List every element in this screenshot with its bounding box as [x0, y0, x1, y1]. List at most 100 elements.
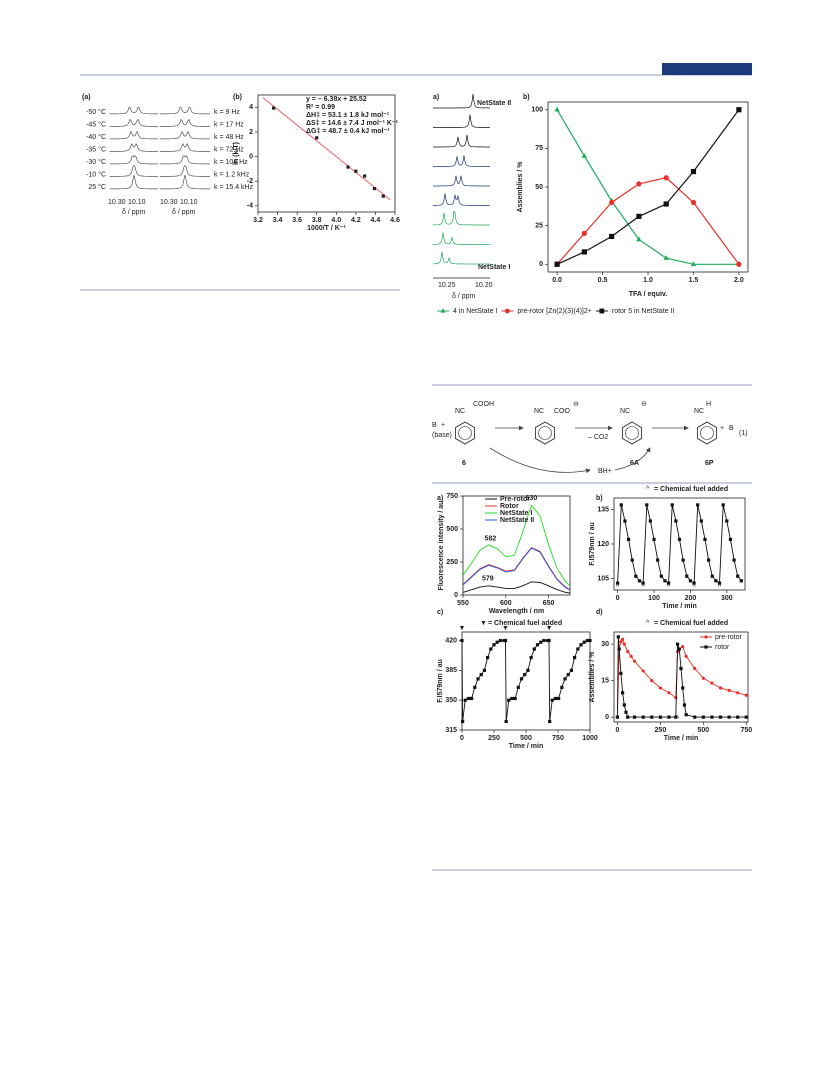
spectrum — [432, 232, 490, 245]
spectrum — [109, 107, 158, 115]
point — [479, 673, 483, 677]
point — [736, 691, 740, 695]
legend-label: NetState II — [500, 517, 534, 524]
x-tick-label: 1.5 — [689, 277, 699, 284]
point — [489, 647, 493, 651]
point — [688, 579, 693, 583]
benzene-ring — [622, 421, 642, 445]
annotation: ΔS‡ = 14.6 ± 7.4 J mol⁻¹ K⁻¹ — [306, 120, 399, 127]
scheme-text: B — [729, 425, 734, 432]
scheme-text: ⊖ — [641, 401, 647, 408]
y-axis-label: Fluorescence intensity / au — [438, 501, 445, 591]
point — [550, 698, 554, 702]
point — [652, 537, 656, 541]
spectrum — [432, 193, 490, 206]
header-block — [662, 63, 752, 75]
point — [532, 647, 536, 651]
point — [718, 715, 723, 719]
point — [701, 715, 705, 719]
point — [507, 698, 511, 702]
point — [666, 581, 671, 585]
tick-label: 10.10 — [180, 199, 198, 206]
spectrum — [159, 174, 210, 190]
point — [523, 673, 527, 677]
point — [476, 677, 480, 681]
benzene-ring — [697, 421, 717, 445]
scheme-text: 6 — [462, 460, 466, 467]
spectrum — [159, 155, 210, 165]
point — [461, 719, 465, 724]
fuel-note: = Chemical fuel added — [654, 486, 728, 493]
x-tick-label: 2.0 — [734, 277, 744, 284]
point — [542, 638, 546, 643]
point — [569, 668, 574, 672]
x-axis-label: Time / min — [662, 603, 697, 610]
x-axis-label: Time / min — [664, 735, 699, 742]
legend-label: Rotor — [500, 503, 519, 510]
legend-label: NetState I — [500, 510, 532, 517]
rate-label: k = 15.4 kHz — [214, 184, 254, 191]
point — [624, 710, 628, 714]
series-line — [462, 547, 571, 591]
rate-label: k = 104 Hz — [214, 159, 248, 166]
series-line — [461, 640, 590, 722]
point — [658, 715, 662, 719]
point — [663, 254, 669, 260]
point — [692, 581, 696, 585]
point — [636, 181, 642, 187]
point — [681, 644, 685, 649]
y-tick-label: 315 — [445, 727, 457, 734]
point — [677, 647, 681, 651]
x-tick-label: 4.2 — [351, 217, 361, 224]
legend-label: pre-rotor — [715, 634, 743, 641]
y-tick-label: 0 — [539, 261, 543, 268]
point — [674, 715, 678, 719]
point — [663, 201, 669, 207]
point — [492, 643, 496, 647]
ring-inner — [458, 426, 472, 440]
point — [637, 579, 642, 583]
point — [620, 691, 625, 695]
point — [626, 715, 630, 719]
point — [460, 638, 464, 643]
rate-label: k = 1.2 kHz — [214, 171, 250, 178]
fuel-marker: ^ — [718, 584, 722, 591]
y-tick-label: 50 — [535, 184, 543, 191]
annotation: ΔG‡ = 48.7 ± 0.4 kJ mol⁻¹ — [306, 128, 390, 135]
y-tick-label: 385 — [445, 667, 457, 674]
point — [633, 715, 637, 719]
point — [581, 230, 587, 236]
y-axis-label: Assemblies / % — [589, 651, 596, 703]
point — [463, 698, 467, 702]
rate-label: k = 9 Hz — [214, 109, 240, 116]
x-tick-label: 750 — [740, 727, 752, 734]
fuel-marker: ▼ — [459, 625, 466, 632]
y-tick-label: 0 — [454, 592, 458, 599]
y-axis-label: ln (k/T) — [233, 142, 240, 165]
x-axis-label: 1000/T / K⁻¹ — [307, 225, 346, 232]
plot-frame — [547, 101, 749, 273]
point — [727, 715, 731, 719]
panel-label: (a) — [82, 94, 91, 101]
point — [667, 691, 671, 695]
temperature-label: -30 °C — [86, 158, 106, 166]
x-tick-label: 3.2 — [253, 217, 263, 224]
y-tick-label: 500 — [446, 526, 458, 533]
legend-marker — [599, 308, 605, 314]
point — [526, 668, 530, 672]
point — [626, 537, 631, 541]
y-tick-label: 15 — [601, 677, 609, 684]
peak-label: 630 — [526, 495, 538, 502]
series-line — [462, 581, 571, 594]
legend-label: rotor — [715, 644, 730, 651]
point — [663, 175, 669, 181]
point — [681, 686, 685, 690]
point — [701, 676, 705, 680]
point — [641, 581, 645, 585]
point — [727, 688, 731, 692]
point — [616, 635, 620, 639]
rate-label: k = 48 Hz — [214, 134, 244, 141]
spectrum — [432, 210, 490, 226]
plot-frame — [613, 497, 746, 591]
scheme-text: B — [432, 422, 437, 429]
